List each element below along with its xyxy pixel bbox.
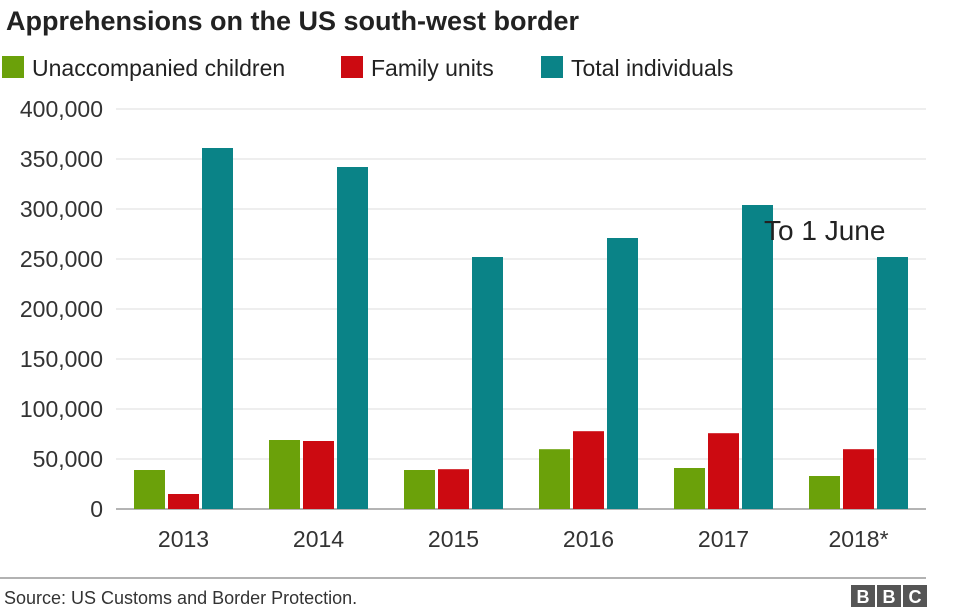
x-tick-label: 2018* [828,526,888,552]
bar-total-individuals-2013 [202,148,233,509]
bar-total-individuals-2015 [472,257,503,509]
x-tick-label: 2013 [158,526,209,552]
bar-unaccompanied-children-2013 [134,470,165,509]
y-tick-label: 300,000 [20,196,103,222]
y-tick-label: 400,000 [20,96,103,122]
y-tick-label: 100,000 [20,396,103,422]
legend-swatch-unaccompanied-children [2,56,24,78]
legend-label-total-individuals: Total individuals [571,55,733,81]
legend: Unaccompanied children Family units Total … [2,55,733,81]
bar-unaccompanied-children-2016 [539,449,570,509]
x-tick-label: 2016 [563,526,614,552]
bar-family-units-2016 [573,431,604,509]
bar-family-units-2017 [708,433,739,509]
bbc-logo-letter: B [857,587,870,607]
bars [134,148,908,509]
y-tick-label: 0 [90,496,103,522]
x-tick-label: 2014 [293,526,344,552]
chart-title: Apprehensions on the US south-west borde… [6,6,580,36]
bar-unaccompanied-children-2018 [809,476,840,509]
bar-total-individuals-2014 [337,167,368,509]
legend-label-unaccompanied-children: Unaccompanied children [32,55,285,81]
bbc-logo-block [903,585,927,607]
bar-total-individuals-2018 [877,257,908,509]
bar-unaccompanied-children-2017 [674,468,705,509]
bar-family-units-2018 [843,449,874,509]
legend-swatch-family-units [341,56,363,78]
bar-total-individuals-2016 [607,238,638,509]
bar-family-units-2015 [438,469,469,509]
bar-unaccompanied-children-2015 [404,470,435,509]
y-tick-label: 250,000 [20,246,103,272]
y-tick-label: 50,000 [33,446,103,472]
bar-family-units-2013 [168,494,199,509]
grid-lines [116,108,926,510]
y-tick-label: 200,000 [20,296,103,322]
annotation-to-1-june: To 1 June [764,215,885,246]
y-axis-ticks: 0 50,000 100,000 150,000 200,000 250,000 300,0… [20,96,103,522]
bar-family-units-2014 [303,441,334,509]
y-tick-label: 150,000 [20,346,103,372]
source-note: Source: US Customs and Border Protection… [4,588,357,608]
bbc-logo-block [877,585,901,607]
bbc-logo-block [851,585,875,607]
x-tick-label: 2015 [428,526,479,552]
bar-unaccompanied-children-2014 [269,440,300,509]
bar-total-individuals-2017 [742,205,773,509]
legend-swatch-total-individuals [541,56,563,78]
x-tick-label: 2017 [698,526,749,552]
bbc-logo-letter: C [909,587,922,607]
legend-label-family-units: Family units [371,55,494,81]
x-axis-ticks: 2013 2014 2015 2016 2017 2018* [158,526,889,552]
y-tick-label: 350,000 [20,146,103,172]
bbc-logo-letter: B [883,587,896,607]
